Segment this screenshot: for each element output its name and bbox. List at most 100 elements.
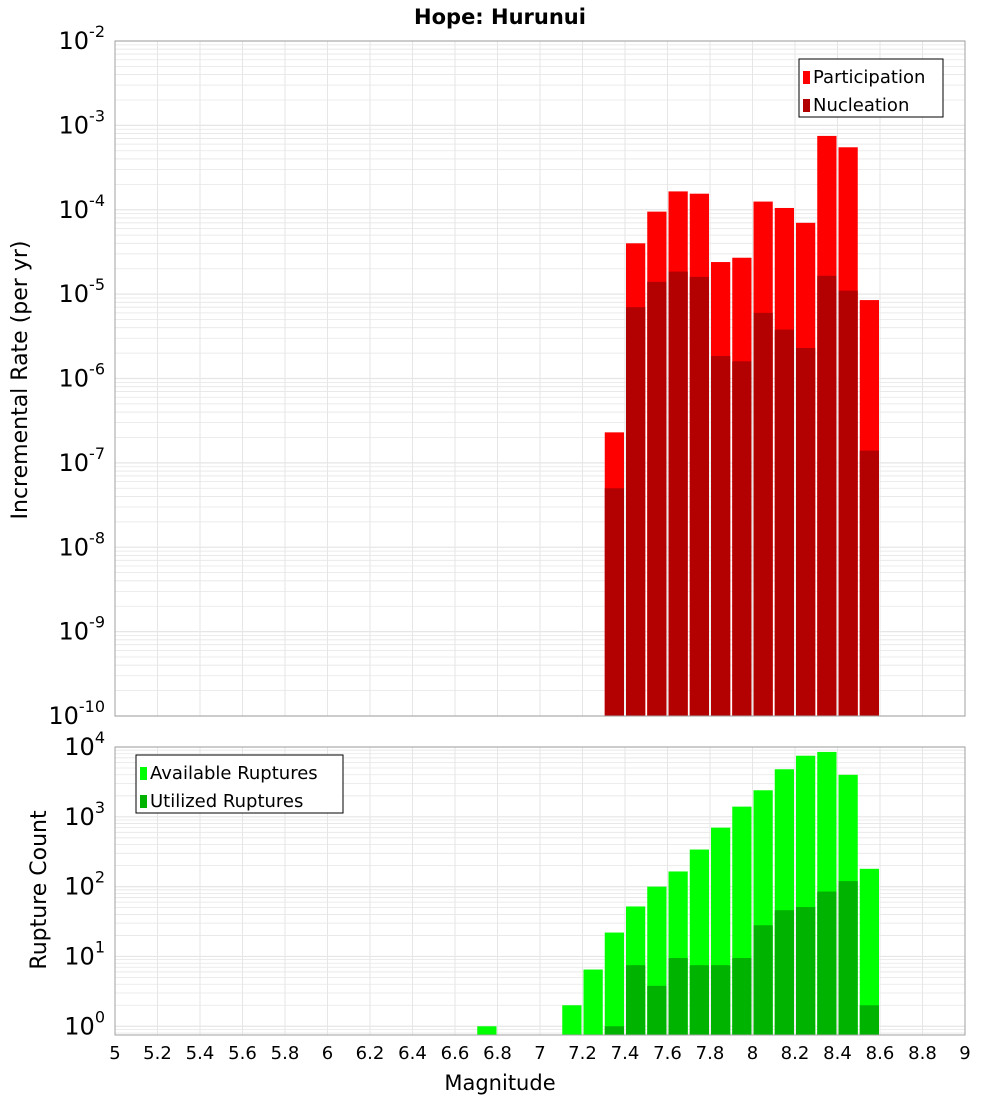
legend-label: Utilized Ruptures [150, 791, 303, 812]
y-tick-exponent: -8 [89, 528, 105, 547]
legend-swatch [803, 71, 810, 84]
bar [689, 276, 709, 716]
bar [647, 281, 667, 716]
series-1 [604, 881, 879, 1035]
legend-box [135, 754, 344, 814]
y-tick-base: 10 [59, 280, 90, 308]
bar [604, 932, 624, 1035]
y-tick-exponent: -9 [89, 613, 105, 632]
bar [626, 307, 646, 716]
bar [711, 355, 731, 716]
x-tick-label: 7.2 [568, 1043, 597, 1064]
y-tick-exponent: -4 [89, 191, 105, 210]
series-1 [604, 271, 879, 716]
y-tick-base: 10 [59, 196, 90, 224]
bar [562, 1005, 582, 1035]
y-tick-base: 10 [64, 873, 95, 901]
grid [114, 40, 966, 717]
y-tick-base: 10 [59, 365, 90, 393]
legend-swatch [140, 795, 147, 808]
bar [838, 881, 858, 1035]
y-tick-exponent: 3 [95, 798, 105, 817]
legend-label: Participation [813, 67, 925, 88]
y-tick-exponent: 0 [95, 1007, 105, 1026]
bar [796, 347, 816, 716]
bar [753, 925, 773, 1035]
y-tick-label: 10-9 [59, 613, 106, 646]
y-tick-base: 10 [64, 803, 95, 831]
x-tick-label: 8.6 [866, 1043, 895, 1064]
y-tick-base: 10 [59, 618, 90, 646]
x-tick-label: 8.2 [781, 1043, 810, 1064]
bar [838, 290, 858, 716]
y-tick-label: 102 [64, 868, 105, 901]
y-tick-exponent: -6 [89, 360, 105, 379]
y-tick-label: 10-5 [59, 275, 106, 308]
y-tick-label: 10-8 [59, 528, 106, 561]
bar [732, 361, 752, 716]
legend-box [798, 58, 944, 118]
bar [753, 312, 773, 716]
bar [668, 271, 688, 716]
x-tick-label: 6 [322, 1043, 333, 1064]
bar [604, 1026, 624, 1035]
x-tick-label: 7 [534, 1043, 545, 1064]
legend: Available Ruptures Utilized Ruptures [135, 754, 344, 814]
y-tick-label: 10-6 [59, 360, 106, 393]
legend-swatch [140, 767, 147, 780]
y-tick-exponent: -7 [89, 444, 105, 463]
x-tick-label: 7.4 [611, 1043, 640, 1064]
legend-label: Nucleation [813, 95, 909, 116]
bar [817, 275, 837, 716]
y-tick-exponent: 2 [95, 868, 105, 887]
y-tick-exponent: -2 [89, 22, 105, 41]
y-tick-label: 10-3 [59, 106, 106, 139]
x-tick-label: 5 [109, 1043, 120, 1064]
legend-label: Available Ruptures [150, 763, 318, 784]
bar [689, 965, 709, 1035]
y-tick-base: 10 [64, 1012, 95, 1040]
y-tick-label: 10-4 [59, 191, 106, 224]
y-tick-exponent: -5 [89, 275, 105, 294]
plot-frame [114, 40, 966, 717]
bar [732, 958, 752, 1035]
y-tick-base: 10 [64, 942, 95, 970]
top-panel: 10-1010-910-810-710-610-510-410-310-2Par… [48, 22, 966, 730]
y-tick-exponent: -10 [79, 697, 105, 716]
x-tick-label: 8.4 [823, 1043, 852, 1064]
bar [859, 1005, 879, 1035]
bar [626, 965, 646, 1035]
x-tick-label: 8 [747, 1043, 758, 1064]
bar [817, 891, 837, 1035]
x-tick-label: 6.6 [441, 1043, 470, 1064]
y-tick-base: 10 [59, 533, 90, 561]
bottom-y-axis-label: Rupture Count [27, 810, 52, 970]
y-tick-base: 10 [59, 111, 90, 139]
bar [583, 969, 603, 1035]
x-tick-label: 5.6 [228, 1043, 257, 1064]
x-axis-label: Magnitude [444, 1071, 555, 1095]
chart-title: Hope: Hurunui [414, 5, 586, 29]
bar [774, 910, 794, 1035]
legend-swatch [803, 99, 810, 112]
y-tick-base: 10 [59, 449, 90, 477]
y-tick-label: 10-10 [48, 697, 105, 730]
y-tick-label: 101 [64, 937, 105, 970]
bar [774, 329, 794, 716]
x-tick-label: 5.4 [186, 1043, 215, 1064]
y-tick-exponent: 1 [95, 937, 105, 956]
y-tick-label: 10-7 [59, 444, 106, 477]
y-tick-label: 103 [64, 798, 105, 831]
y-tick-base: 10 [59, 27, 90, 55]
bar [711, 965, 731, 1035]
top-y-axis-label: Incremental Rate (per yr) [8, 241, 33, 520]
plot-frame [114, 746, 966, 1036]
bar [604, 488, 624, 716]
x-tick-label: 8.8 [908, 1043, 937, 1064]
x-tick-label: 6.4 [398, 1043, 427, 1064]
x-tick-label: 5.2 [143, 1043, 172, 1064]
x-tick-label: 7.6 [653, 1043, 682, 1064]
